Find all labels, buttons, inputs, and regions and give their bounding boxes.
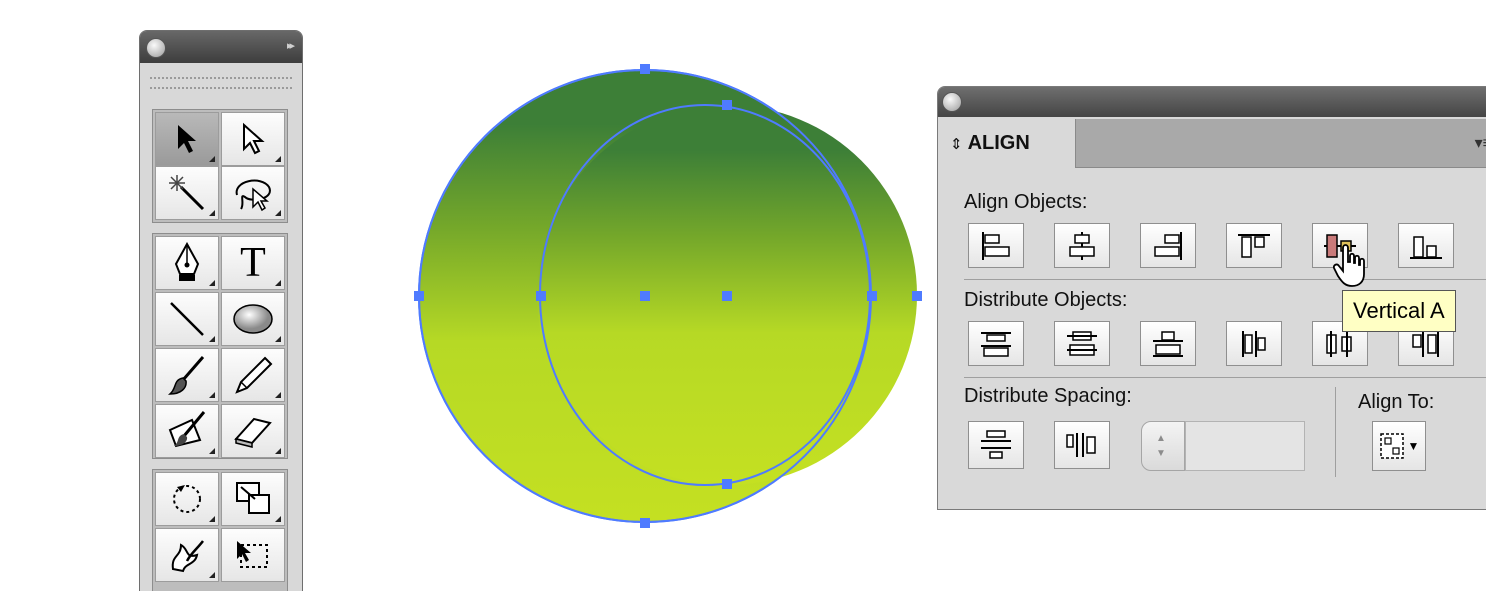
selection-tool[interactable] — [155, 112, 219, 166]
tool-group-selection — [152, 109, 288, 223]
warp-icon — [171, 540, 204, 573]
vertical-align-top-button[interactable] — [1226, 223, 1282, 268]
tool-group-transform — [152, 469, 288, 591]
blob-brush-icon — [168, 411, 206, 448]
distribute-horizontal-space-icon — [1066, 433, 1096, 457]
horizontal-align-center-button[interactable] — [1054, 223, 1110, 268]
free-transform-tool[interactable] — [221, 528, 285, 582]
type-tool[interactable]: T — [221, 236, 285, 290]
warp-tool[interactable] — [155, 528, 219, 582]
align-horizontal-center-icon — [1069, 231, 1095, 260]
distribute-top-icon — [981, 331, 1011, 357]
lasso-tool[interactable] — [221, 166, 285, 220]
pencil-icon — [235, 356, 273, 394]
horizontal-align-left-button[interactable] — [968, 223, 1024, 268]
vertical-distribute-top-button[interactable] — [968, 321, 1024, 366]
white-arrow-icon — [243, 122, 265, 155]
brush-icon — [167, 356, 205, 395]
align-to-selection-icon — [1379, 433, 1404, 459]
vertical-distribute-center-button[interactable] — [1054, 321, 1110, 366]
align-panel-titlebar[interactable] — [938, 87, 1486, 117]
tools-panel: ▸▸ T — [139, 30, 303, 591]
distribute-right-icon — [1412, 330, 1439, 357]
rotate-tool[interactable] — [155, 472, 219, 526]
stepper-down-icon[interactable]: ▼ — [1156, 448, 1166, 459]
spacing-value-field[interactable] — [1185, 421, 1305, 471]
tools-panel-titlebar[interactable]: ▸▸ — [140, 31, 302, 63]
stepper-up-icon[interactable]: ▲ — [1156, 433, 1166, 444]
align-bottom-icon — [1410, 235, 1442, 259]
direct-selection-tool[interactable] — [221, 112, 285, 166]
distribute-objects-label: Distribute Objects: — [964, 289, 1128, 311]
type-icon: T — [240, 240, 266, 286]
free-transform-icon — [237, 541, 268, 568]
panel-menu-icon[interactable]: ▾≡ — [1474, 135, 1486, 152]
distribute-spacing-label: Distribute Spacing: — [964, 385, 1132, 407]
ellipse-icon — [233, 304, 273, 334]
horizontal-distribute-left-button[interactable] — [1226, 321, 1282, 366]
align-to-dropdown[interactable]: ▼ — [1372, 421, 1426, 471]
align-panel-tabbar: ⇕ ALIGN ▾≡ — [938, 119, 1486, 168]
blob-brush-tool[interactable] — [155, 404, 219, 458]
distribute-bottom-icon — [1153, 330, 1183, 357]
chevron-down-icon: ▼ — [1407, 439, 1420, 453]
pencil-tool[interactable] — [221, 348, 285, 402]
collapse-panel-icon[interactable]: ▸▸ — [286, 40, 295, 52]
tab-align-label: ALIGN — [967, 132, 1030, 154]
tool-group-drawing: T — [152, 233, 288, 459]
close-panel-button[interactable] — [942, 92, 962, 112]
align-panel: ⇕ ALIGN ▾≡ Align Objects: Distribute Obj… — [937, 86, 1486, 510]
scale-icon — [236, 482, 270, 514]
close-panel-button[interactable] — [146, 38, 166, 58]
align-objects-label: Align Objects: — [964, 191, 1088, 213]
distribute-vertical-center-icon — [1067, 330, 1097, 356]
align-to-label: Align To: — [1358, 391, 1435, 413]
vertical-distribute-bottom-button[interactable] — [1140, 321, 1196, 366]
pen-tool[interactable] — [155, 236, 219, 290]
tooltip: Vertical A — [1342, 290, 1456, 332]
vertical-distribute-space-button[interactable] — [968, 421, 1024, 469]
ellipse-tool[interactable] — [221, 292, 285, 346]
rotate-icon — [173, 485, 201, 513]
vertical-divider — [1335, 387, 1336, 477]
line-icon — [170, 302, 204, 336]
magic-wand-tool[interactable] — [155, 166, 219, 220]
distribute-horizontal-center-icon — [1326, 330, 1352, 357]
scale-tool[interactable] — [221, 472, 285, 526]
tab-align[interactable]: ⇕ ALIGN — [938, 119, 1076, 168]
line-segment-tool[interactable] — [155, 292, 219, 346]
magic-wand-icon — [169, 175, 205, 211]
vertical-align-bottom-button[interactable] — [1398, 223, 1454, 268]
align-right-icon — [1154, 231, 1182, 260]
lasso-icon — [235, 179, 271, 212]
align-left-icon — [982, 231, 1010, 260]
small-circle-anchors[interactable] — [536, 100, 877, 489]
black-arrow-icon — [178, 125, 196, 153]
divider — [964, 377, 1486, 378]
panel-grip[interactable] — [150, 77, 292, 89]
eraser-icon — [234, 417, 272, 448]
horizontal-distribute-space-button[interactable] — [1054, 421, 1110, 469]
align-top-icon — [1238, 233, 1270, 258]
eraser-tool[interactable] — [221, 404, 285, 458]
tab-toggle-icon: ⇕ — [950, 135, 963, 153]
hand-pointer-cursor — [1333, 244, 1365, 287]
distribute-left-icon — [1242, 330, 1266, 357]
spacing-stepper[interactable]: ▲ ▼ — [1141, 421, 1185, 471]
distribute-vertical-space-icon — [981, 430, 1011, 459]
paintbrush-tool[interactable] — [155, 348, 219, 402]
divider — [964, 279, 1486, 280]
large-circle-anchors[interactable] — [414, 64, 922, 528]
horizontal-align-right-button[interactable] — [1140, 223, 1196, 268]
pen-icon — [174, 242, 200, 281]
